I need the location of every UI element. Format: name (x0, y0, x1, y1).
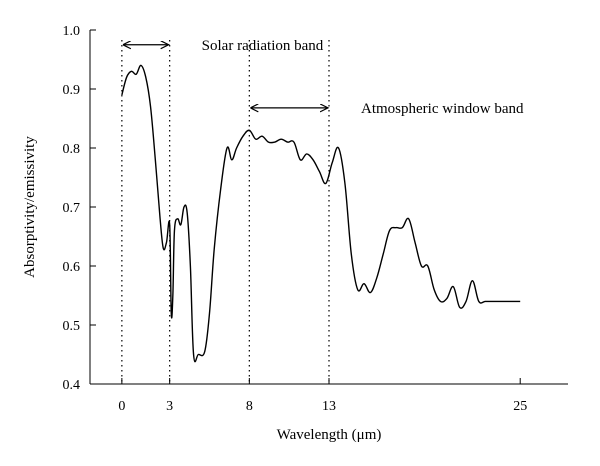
annotation-label: Solar radiation band (202, 38, 324, 54)
x-tick-label: 25 (513, 399, 527, 414)
y-ticks: 0.4 0.5 0.6 0.7 0.8 0.9 1.0 (63, 24, 96, 393)
y-tick-label: 1.0 (63, 24, 81, 39)
x-tick-label: 3 (166, 399, 173, 414)
y-tick-label: 0.6 (63, 260, 81, 275)
annotation-label: Atmospheric window band (361, 101, 524, 117)
series-line (121, 64, 521, 363)
x-axis-title: Wavelength (μm) (277, 427, 382, 443)
x-tick-label: 13 (322, 399, 336, 414)
annotations: Solar radiation band Atmospheric window b… (122, 38, 524, 117)
y-axis-title: Absorptivity/emissivity (22, 136, 38, 278)
y-tick-label: 0.8 (63, 142, 81, 157)
y-tick-label: 0.7 (63, 201, 81, 216)
x-tick-label: 0 (118, 399, 125, 414)
y-tick-label: 0.5 (63, 319, 81, 334)
y-tick-label: 0.4 (63, 378, 81, 393)
x-tick-label: 8 (246, 399, 253, 414)
x-ticks: 0 3 8 13 25 (118, 378, 527, 414)
reference-lines (121, 40, 330, 384)
y-tick-label: 0.9 (63, 83, 81, 98)
